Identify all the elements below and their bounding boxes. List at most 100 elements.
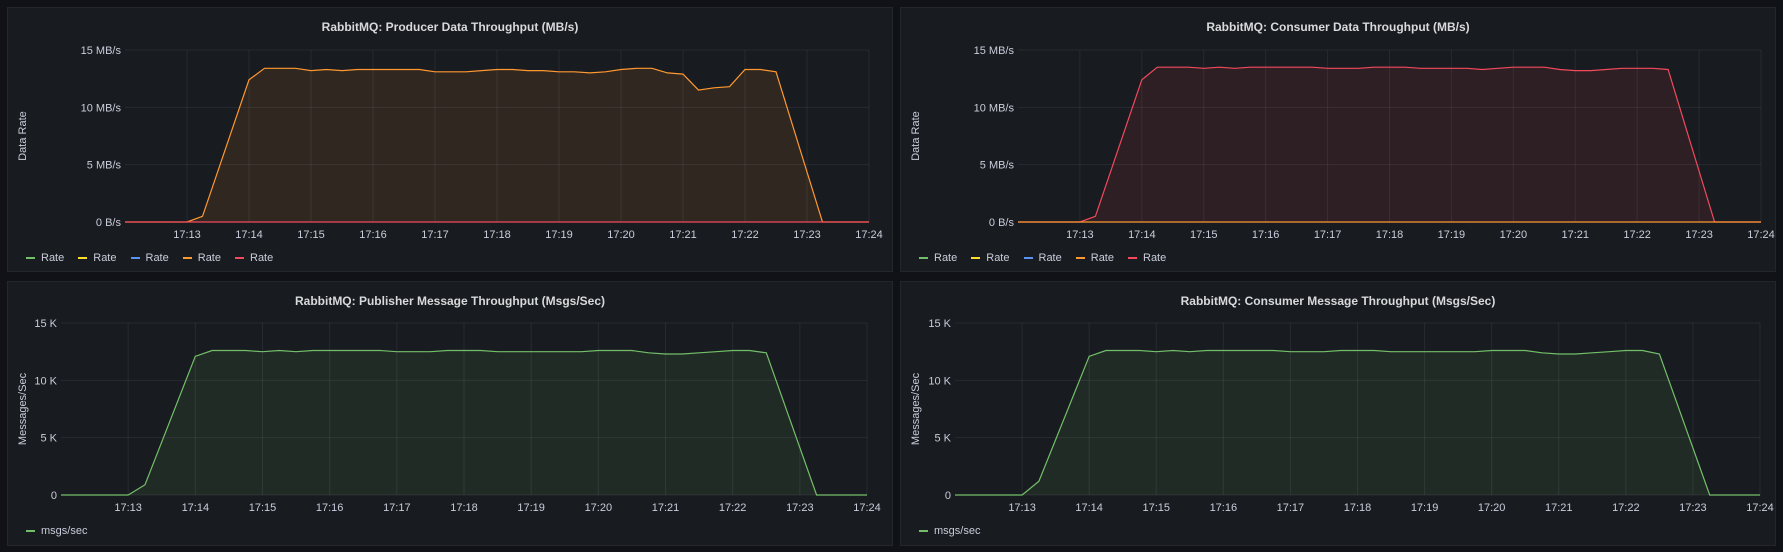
- y-tick-label: 0 B/s: [96, 217, 122, 229]
- chart-legend: Rate Rate Rate Rate Rate: [919, 252, 1166, 264]
- legend-item[interactable]: Rate: [1128, 252, 1166, 264]
- legend-item[interactable]: msgs/sec: [26, 525, 87, 537]
- x-tick-label: 17:21: [1545, 502, 1573, 514]
- y-tick-label: 15 MB/s: [81, 45, 122, 57]
- x-tick-label: 17:22: [1612, 502, 1640, 514]
- legend-label: Rate: [250, 252, 274, 264]
- x-tick-label: 17:23: [1679, 502, 1707, 514]
- legend-item[interactable]: Rate: [182, 252, 221, 264]
- panel-consumer-data-throughput: RabbitMQ: Consumer Data Throughput (MB/s…: [900, 7, 1776, 272]
- legend-item[interactable]: msgs/sec: [919, 525, 980, 537]
- chart-legend: msgs/sec: [919, 525, 980, 537]
- x-tick-label: 17:22: [1623, 229, 1651, 241]
- panel-title[interactable]: RabbitMQ: Producer Data Throughput (MB/s…: [321, 20, 579, 34]
- panel-title[interactable]: RabbitMQ: Publisher Message Throughput (…: [294, 294, 606, 308]
- x-tick-label: 17:15: [249, 502, 277, 514]
- y-tick-label: 0 B/s: [989, 217, 1015, 229]
- y-tick-label: 0: [51, 490, 57, 502]
- producer-data-chart: 0 B/s 5 MB/s 10 MB/s 15 MB/s 17:13 17:14 17:15…: [17, 45, 883, 241]
- y-axis-label: Data Rate: [17, 111, 29, 161]
- x-tick-label: 17:23: [793, 229, 821, 241]
- x-tick-label: 17:18: [450, 502, 478, 514]
- x-tick-label: 17:20: [1478, 502, 1506, 514]
- legend-label: Rate: [41, 252, 65, 264]
- legend-swatch: [26, 530, 35, 532]
- x-tick-label: 17:16: [1210, 502, 1238, 514]
- legend-item[interactable]: Rate: [971, 252, 1010, 264]
- y-tick-label: 5 MB/s: [87, 160, 122, 172]
- x-tick-label: 17:23: [1685, 229, 1713, 241]
- panel-publisher-message-throughput: RabbitMQ: Publisher Message Throughput (…: [7, 281, 893, 546]
- x-tick-label: 17:16: [359, 229, 387, 241]
- x-tick-label: 17:17: [1314, 229, 1342, 241]
- legend-swatch: [130, 257, 140, 259]
- y-tick-label: 5 MB/s: [980, 160, 1015, 172]
- consumer-message-chart: 0 5 K 10 K 15 K 17:13 17:14 17:15 17:16 17:17 17:…: [910, 318, 1774, 514]
- x-tick-label: 17:20: [607, 229, 635, 241]
- x-tick-label: 17:24: [855, 229, 883, 241]
- y-tick-label: 10 MB/s: [81, 102, 122, 114]
- x-tick-label: 17:14: [1128, 229, 1156, 241]
- x-tick-label: 17:23: [786, 502, 814, 514]
- legend-label: Rate: [934, 252, 958, 264]
- legend-label: msgs/sec: [41, 525, 88, 537]
- x-tick-label: 17:20: [1500, 229, 1528, 241]
- x-tick-label: 17:17: [421, 229, 449, 241]
- y-tick-label: 10 K: [928, 375, 951, 387]
- x-tick-label: 17:24: [1746, 502, 1774, 514]
- legend-item[interactable]: Rate: [78, 252, 117, 264]
- legend-item[interactable]: Rate: [919, 252, 957, 264]
- x-tick-label: 17:16: [1252, 229, 1280, 241]
- y-axis-label: Messages/Sec: [910, 372, 922, 445]
- x-tick-label: 17:15: [1190, 229, 1218, 241]
- legend-label: Rate: [1038, 252, 1062, 264]
- series-line: [955, 349, 1760, 496]
- x-tick-label: 17:22: [719, 502, 747, 514]
- y-tick-label: 5 K: [40, 433, 57, 445]
- legend-swatch: [971, 257, 981, 259]
- legend-swatch: [1128, 257, 1137, 259]
- publisher-message-chart: 0 5 K 10 K 15 K 17:13 17:14 17:15 17:16 17:17 17:…: [17, 318, 881, 514]
- legend-label: Rate: [93, 252, 117, 264]
- legend-swatch: [1023, 257, 1033, 259]
- y-axis-label: Data Rate: [910, 111, 922, 161]
- x-tick-label: 17:24: [1747, 229, 1775, 241]
- x-tick-label: 17:18: [1344, 502, 1372, 514]
- x-tick-label: 17:19: [1438, 229, 1466, 241]
- series-area: [125, 68, 869, 222]
- x-tick-label: 17:16: [316, 502, 344, 514]
- consumer-data-chart: 0 B/s 5 MB/s 10 MB/s 15 MB/s 17:13 17:14 17:15…: [910, 45, 1775, 241]
- x-tick-label: 17:14: [182, 502, 210, 514]
- panel-title[interactable]: RabbitMQ: Consumer Message Throughput (M…: [1180, 294, 1496, 308]
- legend-item[interactable]: Rate: [235, 252, 273, 264]
- legend-swatch: [78, 257, 88, 259]
- x-tick-label: 17:19: [545, 229, 573, 241]
- legend-item[interactable]: Rate: [1023, 252, 1062, 264]
- legend-swatch: [26, 257, 35, 259]
- panel-title[interactable]: RabbitMQ: Consumer Data Throughput (MB/s…: [1206, 20, 1470, 34]
- x-tick-label: 17:13: [173, 229, 201, 241]
- y-tick-label: 10 K: [34, 375, 57, 387]
- x-tick-label: 17:13: [114, 502, 142, 514]
- y-tick-label: 10 MB/s: [974, 102, 1015, 114]
- panel-consumer-message-throughput: RabbitMQ: Consumer Message Throughput (M…: [900, 281, 1776, 546]
- x-tick-label: 17:22: [731, 229, 759, 241]
- legend-label: Rate: [197, 252, 221, 264]
- series-area: [955, 350, 1760, 495]
- y-tick-label: 15 K: [928, 318, 951, 330]
- x-tick-label: 17:21: [652, 502, 680, 514]
- x-tick-label: 17:21: [669, 229, 697, 241]
- x-tick-label: 17:14: [1075, 502, 1103, 514]
- legend-swatch: [919, 530, 928, 532]
- x-tick-label: 17:15: [1142, 502, 1170, 514]
- legend-label: Rate: [1143, 252, 1167, 264]
- legend-item[interactable]: Rate: [130, 252, 169, 264]
- y-tick-label: 0: [945, 490, 951, 502]
- series-line: [61, 349, 867, 496]
- legend-item[interactable]: Rate: [1075, 252, 1114, 264]
- legend-item[interactable]: Rate: [26, 252, 64, 264]
- legend-label: msgs/sec: [934, 525, 981, 537]
- legend-label: Rate: [986, 252, 1010, 264]
- panel-producer-data-throughput: RabbitMQ: Producer Data Throughput (MB/s…: [7, 7, 893, 272]
- x-tick-label: 17:14: [235, 229, 263, 241]
